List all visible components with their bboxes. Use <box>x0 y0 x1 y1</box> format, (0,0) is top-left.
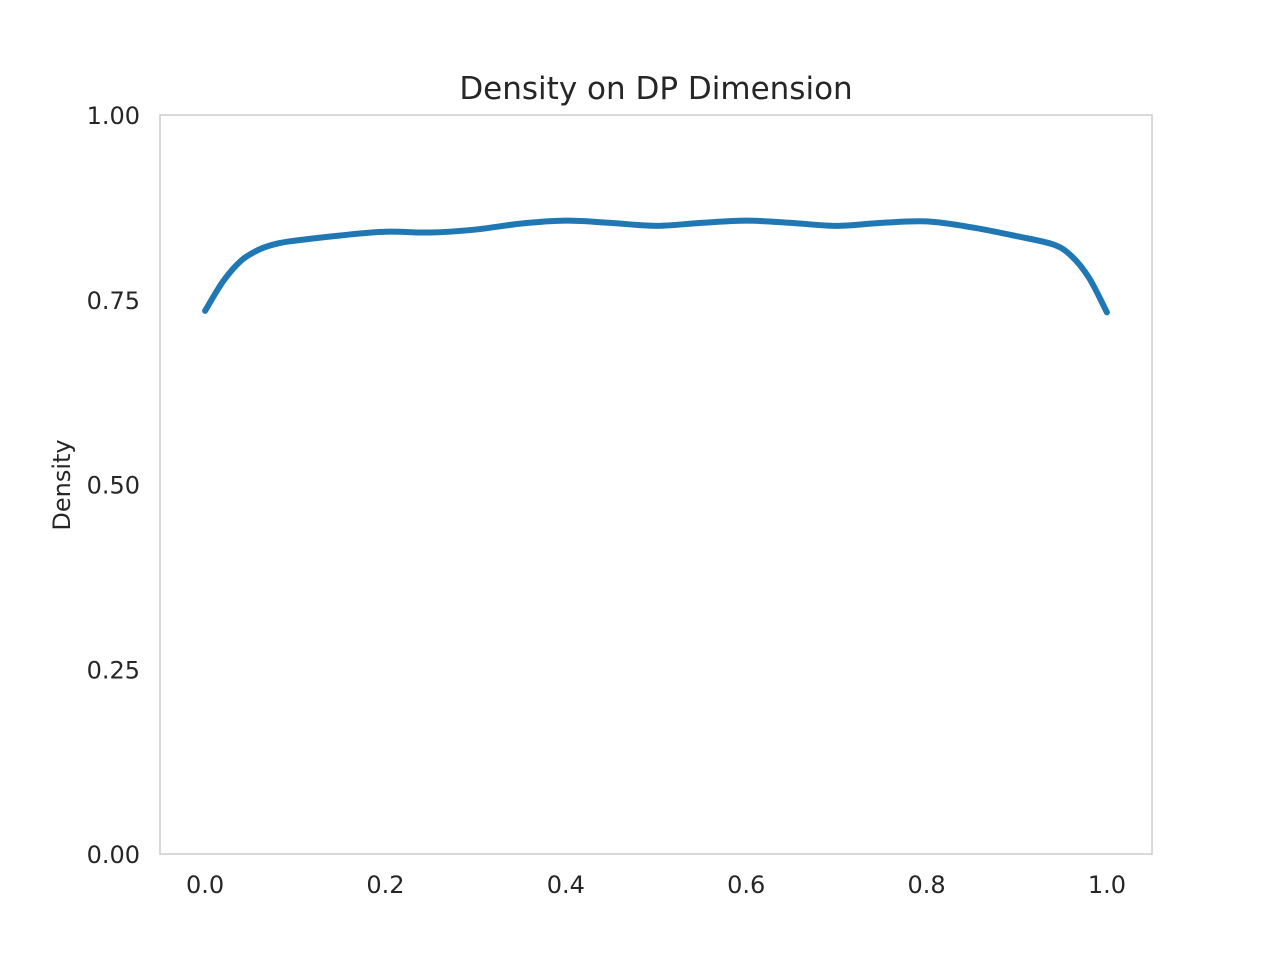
x-tick-label: 0.0 <box>186 871 224 899</box>
x-tick-label: 0.6 <box>727 871 765 899</box>
series-layer <box>202 217 1110 316</box>
y-tick-label: 0.75 <box>87 287 140 315</box>
y-axis-label: Density <box>48 439 76 530</box>
plot-area-frame <box>159 114 1153 855</box>
y-tick-label: 1.00 <box>87 102 140 130</box>
y-tick-labels: 0.00 0.25 0.50 0.75 1.00 <box>87 102 140 869</box>
y-tick-label: 0.25 <box>87 656 140 684</box>
density-curve <box>202 217 1110 316</box>
chart-title: Density on DP Dimension <box>459 71 852 107</box>
x-tick-label: 0.4 <box>547 871 585 899</box>
x-tick-label: 1.0 <box>1088 871 1126 899</box>
x-tick-labels: 0.0 0.2 0.4 0.6 0.8 1.0 <box>186 871 1126 899</box>
y-tick-label: 0.50 <box>87 472 140 500</box>
y-tick-label: 0.00 <box>87 841 140 869</box>
x-tick-label: 0.2 <box>366 871 404 899</box>
x-tick-label: 0.8 <box>907 871 945 899</box>
